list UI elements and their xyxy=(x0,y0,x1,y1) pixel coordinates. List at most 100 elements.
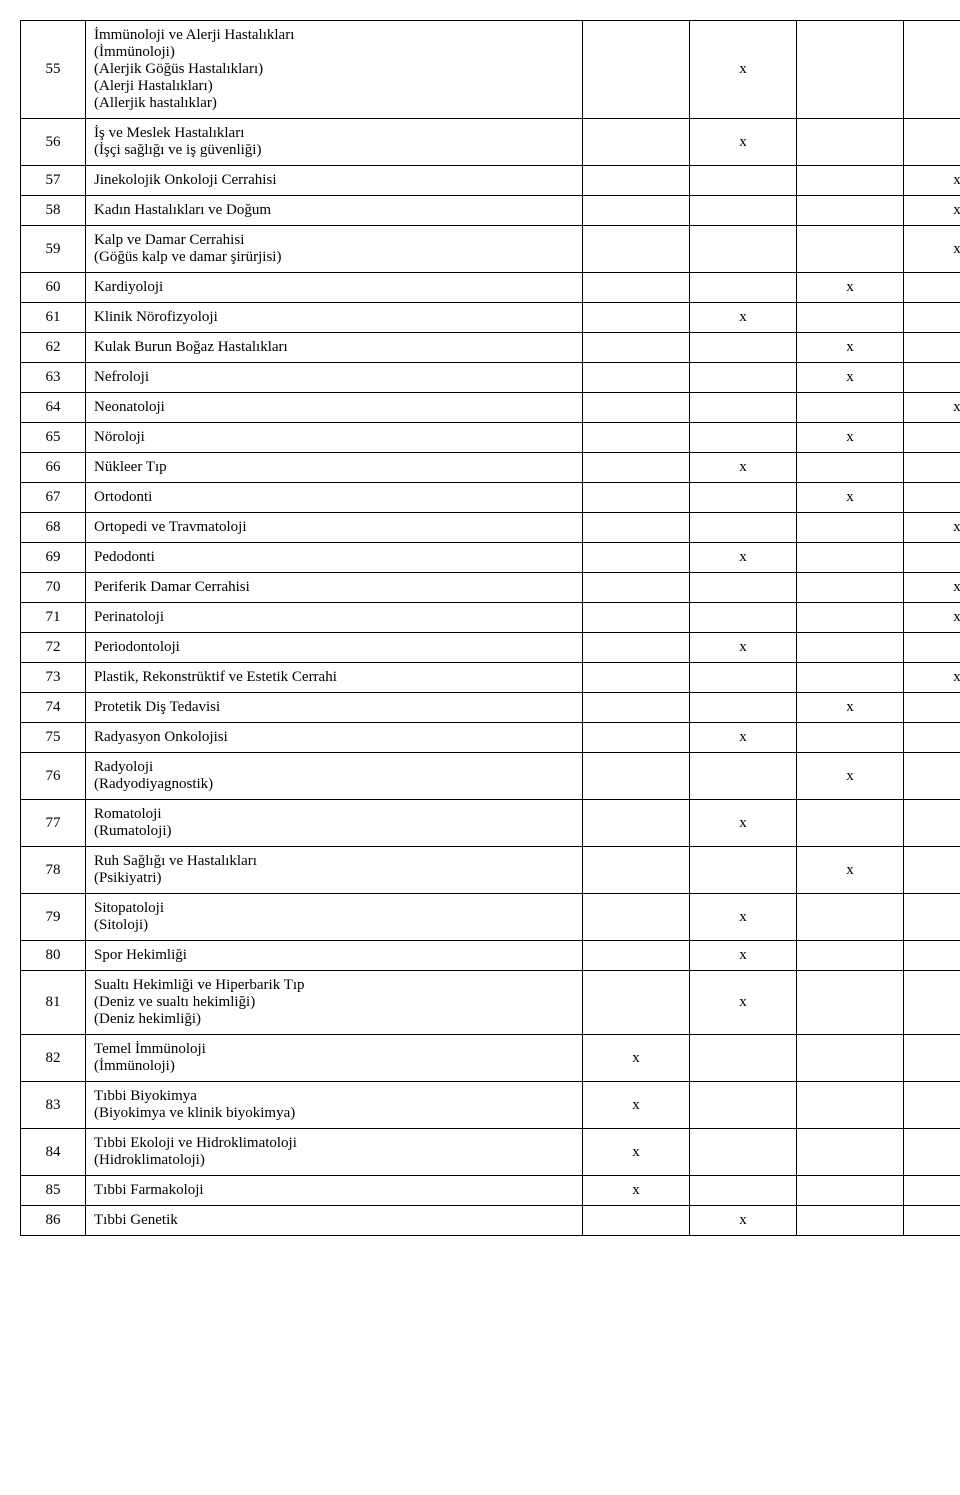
mark-cell xyxy=(583,800,690,847)
name-line: (Sitoloji) xyxy=(94,917,574,934)
mark-cell: x xyxy=(690,453,797,483)
mark-cell: x xyxy=(904,663,960,693)
name-line: Periodontoloji xyxy=(94,639,574,656)
name-line: Kulak Burun Boğaz Hastalıkları xyxy=(94,339,574,356)
name-line: Spor Hekimliği xyxy=(94,947,574,964)
mark-cell: x xyxy=(583,1082,690,1129)
row-name: İmmünoloji ve Alerji Hastalıkları(İmmüno… xyxy=(86,21,583,119)
mark-cell: x xyxy=(797,273,904,303)
mark-cell: x xyxy=(583,1176,690,1206)
row-name: Periodontoloji xyxy=(86,633,583,663)
row-name: Tıbbi Genetik xyxy=(86,1206,583,1236)
row-name: Sualtı Hekimliği ve Hiperbarik Tıp(Deniz… xyxy=(86,971,583,1035)
mark-cell xyxy=(583,333,690,363)
row-number: 75 xyxy=(21,723,86,753)
row-number: 77 xyxy=(21,800,86,847)
mark-cell: x xyxy=(690,633,797,663)
mark-cell xyxy=(690,483,797,513)
name-line: Tıbbi Ekoloji ve Hidroklimatoloji xyxy=(94,1135,574,1152)
mark-cell xyxy=(797,971,904,1035)
table-row: 55İmmünoloji ve Alerji Hastalıkları(İmmü… xyxy=(21,21,960,119)
table-row: 84 Tıbbi Ekoloji ve Hidroklimatoloji(Hidr… xyxy=(21,1129,960,1176)
mark-cell xyxy=(904,633,960,663)
mark-cell xyxy=(797,941,904,971)
mark-cell: x xyxy=(583,1129,690,1176)
mark-cell xyxy=(797,1082,904,1129)
table-row: 71Perinatolojix xyxy=(21,603,960,633)
mark-cell xyxy=(904,119,960,166)
name-line: Periferik Damar Cerrahisi xyxy=(94,579,574,596)
table-row: 58Kadın Hastalıkları ve Doğumx xyxy=(21,196,960,226)
mark-cell: x xyxy=(797,753,904,800)
name-line: (Deniz ve sualtı hekimliği) xyxy=(94,994,574,1011)
table-row: 56İş ve Meslek Hastalıkları(İşçi sağlığı… xyxy=(21,119,960,166)
mark-cell xyxy=(690,423,797,453)
mark-cell xyxy=(797,303,904,333)
table-row: 65Nörolojix xyxy=(21,423,960,453)
mark-cell xyxy=(583,166,690,196)
name-line: Protetik Diş Tedavisi xyxy=(94,699,574,716)
row-number: 70 xyxy=(21,573,86,603)
name-line: Nefroloji xyxy=(94,369,574,386)
name-line: Sualtı Hekimliği ve Hiperbarik Tıp xyxy=(94,977,574,994)
mark-cell xyxy=(690,1129,797,1176)
mark-cell xyxy=(797,393,904,423)
name-line: Kardiyoloji xyxy=(94,279,574,296)
row-name: Kadın Hastalıkları ve Doğum xyxy=(86,196,583,226)
mark-cell xyxy=(904,693,960,723)
mark-cell xyxy=(797,453,904,483)
table-row: 74Protetik Diş Tedavisix xyxy=(21,693,960,723)
mark-cell xyxy=(904,543,960,573)
row-name: Pedodonti xyxy=(86,543,583,573)
mark-cell: x xyxy=(797,483,904,513)
row-number: 56 xyxy=(21,119,86,166)
mark-cell: x xyxy=(904,393,960,423)
table-row: 63Nefrolojix xyxy=(21,363,960,393)
mark-cell xyxy=(690,663,797,693)
name-line: (Rumatoloji) xyxy=(94,823,574,840)
row-number: 86 xyxy=(21,1206,86,1236)
mark-cell xyxy=(583,423,690,453)
row-number: 84 xyxy=(21,1129,86,1176)
row-name: Radyasyon Onkolojisi xyxy=(86,723,583,753)
mark-cell xyxy=(690,166,797,196)
mark-cell xyxy=(583,847,690,894)
mark-cell: x xyxy=(797,693,904,723)
mark-cell xyxy=(797,1035,904,1082)
row-name: Spor Hekimliği xyxy=(86,941,583,971)
row-number: 85 xyxy=(21,1176,86,1206)
mark-cell xyxy=(583,663,690,693)
mark-cell: x xyxy=(797,333,904,363)
table-row: 85 Tıbbi Farmakoloji x xyxy=(21,1176,960,1206)
mark-cell xyxy=(690,1035,797,1082)
name-line: (Hidroklimatoloji) xyxy=(94,1152,574,1169)
row-number: 58 xyxy=(21,196,86,226)
table-body: 55İmmünoloji ve Alerji Hastalıkları(İmmü… xyxy=(21,21,960,1236)
mark-cell xyxy=(797,1206,904,1236)
mark-cell xyxy=(904,273,960,303)
mark-cell xyxy=(904,363,960,393)
row-number: 83 xyxy=(21,1082,86,1129)
table-row: 62Kulak Burun Boğaz Hastalıklarıx xyxy=(21,333,960,363)
name-line: (Alerji Hastalıkları) xyxy=(94,78,574,95)
name-line: Jinekolojik Onkoloji Cerrahisi xyxy=(94,172,574,189)
row-name: Nükleer Tıp xyxy=(86,453,583,483)
name-line: Tıbbi Farmakoloji xyxy=(94,1182,574,1199)
mark-cell xyxy=(690,333,797,363)
mark-cell xyxy=(904,333,960,363)
mark-cell xyxy=(583,393,690,423)
row-name: Tıbbi Biyokimya(Biyokimya ve klinik biyo… xyxy=(86,1082,583,1129)
mark-cell xyxy=(797,166,904,196)
row-name: Perinatoloji xyxy=(86,603,583,633)
mark-cell xyxy=(583,693,690,723)
mark-cell xyxy=(904,1082,960,1129)
mark-cell xyxy=(583,753,690,800)
mark-cell xyxy=(583,971,690,1035)
mark-cell xyxy=(583,894,690,941)
name-line: (İmmünoloji) xyxy=(94,44,574,61)
row-number: 60 xyxy=(21,273,86,303)
name-line: Temel İmmünoloji xyxy=(94,1041,574,1058)
mark-cell xyxy=(690,393,797,423)
mark-cell xyxy=(904,483,960,513)
mark-cell xyxy=(797,513,904,543)
